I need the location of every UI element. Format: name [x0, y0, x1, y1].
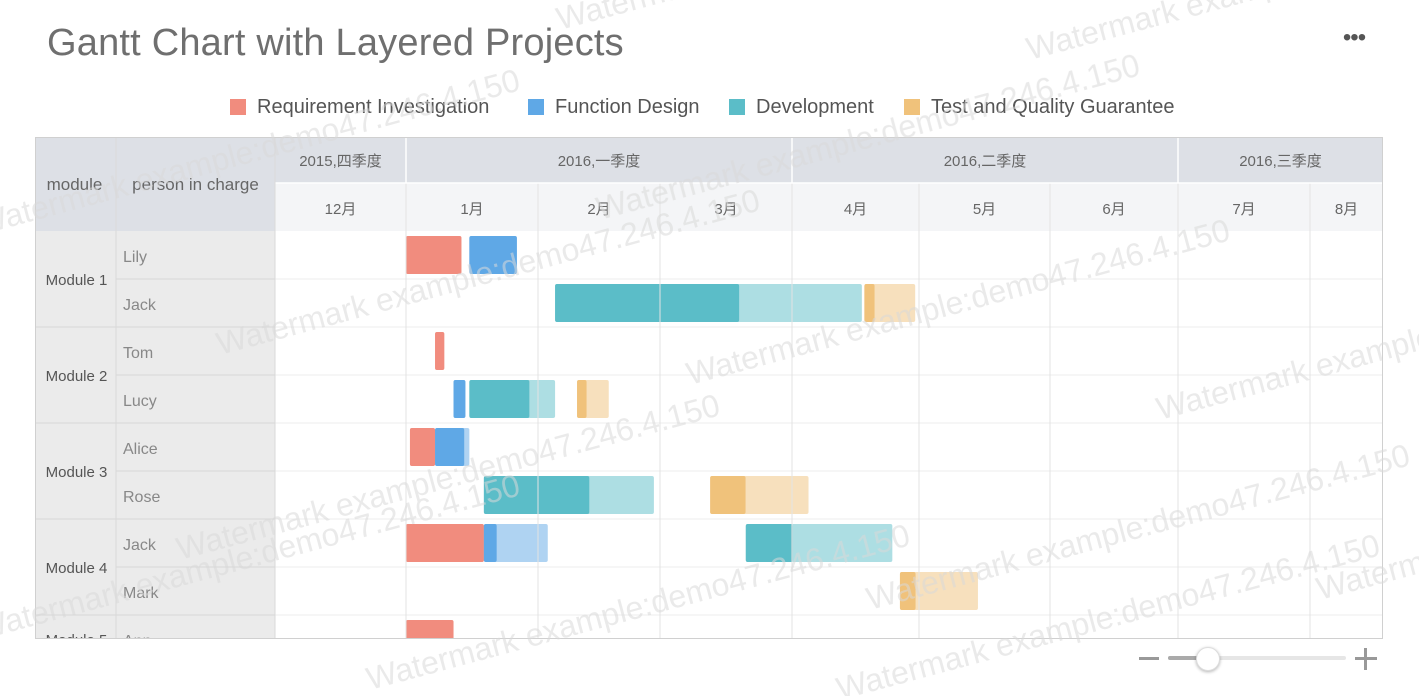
month-header-bg	[275, 183, 1383, 231]
zoom-slider-fill	[1168, 656, 1208, 660]
person-label: Rose	[123, 489, 160, 506]
person-label: Mark	[123, 585, 160, 602]
task-progress-development	[745, 524, 793, 562]
task-progress-test	[899, 572, 916, 610]
legend-label: Test and Quality Guarantee	[931, 96, 1175, 118]
module-label: Module 5	[46, 632, 108, 649]
function-swatch-icon	[528, 99, 544, 115]
month-label: 8月	[1335, 201, 1358, 218]
watermark-text: Watermark example:demo47.246.4.150	[1022, 0, 1419, 67]
zoom-out-icon[interactable]	[1139, 657, 1159, 660]
person-label: Lily	[123, 249, 147, 266]
more-options-icon[interactable]: •••	[1342, 24, 1366, 51]
watermark-text: Watermark example:demo47.246.4.150	[1152, 247, 1419, 427]
test-swatch-icon	[904, 99, 920, 115]
month-label: 3月	[714, 201, 737, 218]
task-progress-development	[555, 284, 740, 322]
month-label: 1月	[460, 201, 483, 218]
task-progress-test	[864, 284, 875, 322]
zoom-control	[1135, 640, 1385, 680]
zoom-in-icon[interactable]	[1355, 648, 1377, 670]
task-progress-function	[483, 524, 497, 562]
task-progress-requirement	[406, 620, 454, 639]
person-label: Jack	[123, 297, 157, 314]
table-border	[35, 137, 1383, 639]
legend-label: Function Design	[555, 96, 700, 118]
task-progress-test	[577, 380, 587, 418]
task-progress-function	[469, 236, 517, 274]
module-label: Module 1	[46, 272, 108, 289]
task-progress-requirement	[409, 428, 436, 466]
development-swatch-icon	[729, 99, 745, 115]
task-bar-test	[864, 284, 916, 322]
task-progress-requirement	[435, 332, 445, 370]
zoom-slider-track[interactable]	[1168, 656, 1346, 660]
task-progress-development	[469, 380, 530, 418]
month-label: 2月	[587, 201, 610, 218]
row-headers: Module 1 Lily Jack Module 2 Tom Lucy Module 3 A…	[35, 249, 275, 650]
person-label: Tom	[123, 345, 153, 362]
task-progress-test	[710, 476, 746, 514]
quarter-label: 2016,三季度	[1239, 153, 1322, 170]
person-label: Alice	[123, 441, 158, 458]
legend-label: Requirement Investigation	[257, 96, 490, 118]
task-bar-function	[483, 524, 548, 562]
task-progress-function	[435, 428, 465, 466]
month-label: 7月	[1232, 201, 1255, 218]
row-header-bg	[35, 231, 275, 639]
module-label: Module 3	[46, 464, 108, 481]
chart-title: Gantt Chart with Layered Projects	[47, 22, 624, 64]
gantt-body	[275, 236, 1383, 639]
legend: Requirement Investigation Function Desig…	[0, 95, 1419, 119]
module-column-header: module	[47, 175, 103, 194]
module-label: Module 4	[46, 560, 108, 577]
task-progress-requirement	[406, 524, 484, 562]
month-label: 4月	[844, 201, 867, 218]
watermark-text: Watermark example:demo47.246.4.150	[552, 0, 1103, 37]
person-label: Ann	[123, 633, 151, 650]
person-label: Jack	[123, 537, 157, 554]
requirement-swatch-icon	[230, 99, 246, 115]
month-label: 5月	[973, 201, 996, 218]
month-label: 6月	[1102, 201, 1125, 218]
legend-label: Development	[756, 96, 874, 118]
zoom-slider-handle[interactable]	[1196, 647, 1221, 671]
quarter-label: 2016,一季度	[558, 153, 641, 170]
quarter-label: 2016,二季度	[944, 153, 1027, 170]
task-progress-function	[453, 380, 466, 418]
task-progress-requirement	[406, 236, 462, 274]
quarter-header-bg	[275, 137, 1383, 183]
person-column-header: person in charge	[132, 175, 259, 194]
task-progress-development	[483, 476, 590, 514]
month-label: 12月	[325, 201, 357, 218]
quarter-label: 2015,四季度	[299, 153, 382, 170]
table-header-bg	[35, 137, 275, 231]
person-label: Lucy	[123, 393, 157, 410]
module-label: Module 2	[46, 368, 108, 385]
